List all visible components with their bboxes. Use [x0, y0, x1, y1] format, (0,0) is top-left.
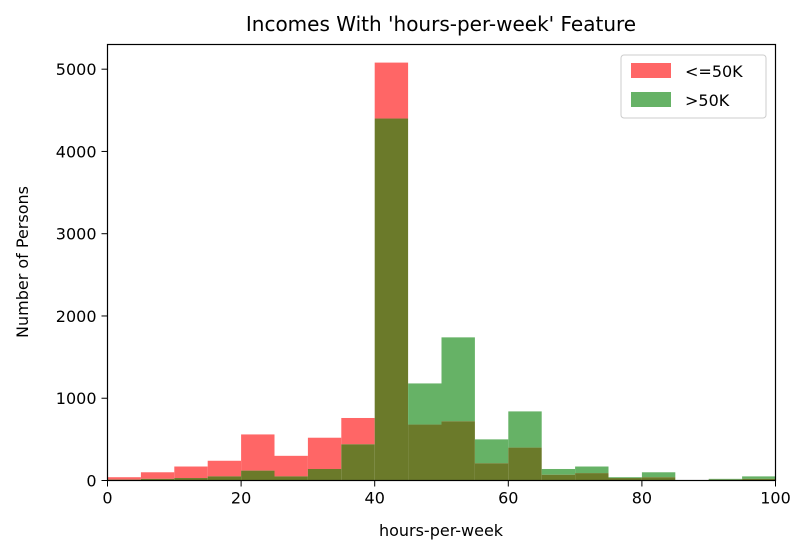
bars-layer [108, 63, 776, 481]
y-tick-label: 5000 [56, 60, 97, 79]
x-tick-label: 100 [760, 489, 791, 508]
bar-le50k-0 [108, 477, 141, 479]
bar-overlap-45 [408, 425, 441, 481]
y-axis-label: Number of Persons [13, 186, 32, 338]
bar-overlap-60 [508, 448, 541, 481]
y-tick-label: 2000 [56, 307, 97, 326]
bar-gt50k-45 [408, 383, 441, 424]
bar-overlap-70 [575, 473, 608, 480]
y-tick-label: 0 [86, 472, 96, 491]
bar-gt50k-55 [475, 439, 508, 463]
bar-le50k-30 [308, 438, 341, 469]
y-tick-label: 3000 [56, 225, 97, 244]
bar-gt50k-60 [508, 411, 541, 447]
bar-gt50k-70 [575, 467, 608, 474]
bar-overlap-50 [442, 421, 475, 480]
legend-label-le50k: <=50K [685, 62, 743, 81]
bar-le50k-10 [174, 467, 207, 479]
bar-le50k-25 [275, 456, 308, 477]
x-axis-ticks: 0 20 40 60 80 100 [102, 481, 790, 508]
bar-overlap-35 [341, 444, 374, 480]
x-tick-label: 60 [498, 489, 518, 508]
bar-le50k-5 [141, 472, 174, 479]
bar-le50k-20 [241, 434, 274, 470]
bar-gt50k-95 [742, 476, 775, 478]
x-tick-label: 20 [231, 489, 251, 508]
x-tick-label: 40 [365, 489, 385, 508]
x-tick-label: 0 [102, 489, 112, 508]
bar-overlap-30 [308, 469, 341, 481]
y-axis-ticks: 0 1000 2000 3000 4000 5000 [56, 60, 108, 490]
bar-gt50k-80 [642, 472, 675, 477]
bar-le50k-40 [375, 63, 408, 119]
bar-le50k-35 [341, 418, 374, 444]
bar-gt50k-65 [542, 469, 575, 475]
bar-gt50k-50 [442, 337, 475, 421]
x-axis-label: hours-per-week [379, 521, 504, 540]
chart-title: Incomes With 'hours-per-week' Feature [246, 12, 636, 36]
legend-swatch-gt50k [631, 92, 671, 107]
y-tick-label: 1000 [56, 389, 97, 408]
bar-le50k-15 [208, 461, 241, 477]
bar-overlap-25 [275, 476, 308, 480]
legend-swatch-le50k [631, 63, 671, 78]
bar-overlap-55 [475, 463, 508, 480]
bar-overlap-20 [241, 471, 274, 481]
bar-overlap-65 [542, 475, 575, 481]
bar-gt50k-75 [609, 477, 642, 478]
legend: <=50K >50K [621, 55, 766, 118]
x-tick-label: 80 [632, 489, 652, 508]
bar-overlap-15 [208, 476, 241, 480]
bar-overlap-40 [375, 119, 408, 481]
legend-label-gt50k: >50K [685, 91, 730, 110]
y-tick-label: 4000 [56, 142, 97, 161]
bar-gt50k-90 [709, 479, 742, 480]
